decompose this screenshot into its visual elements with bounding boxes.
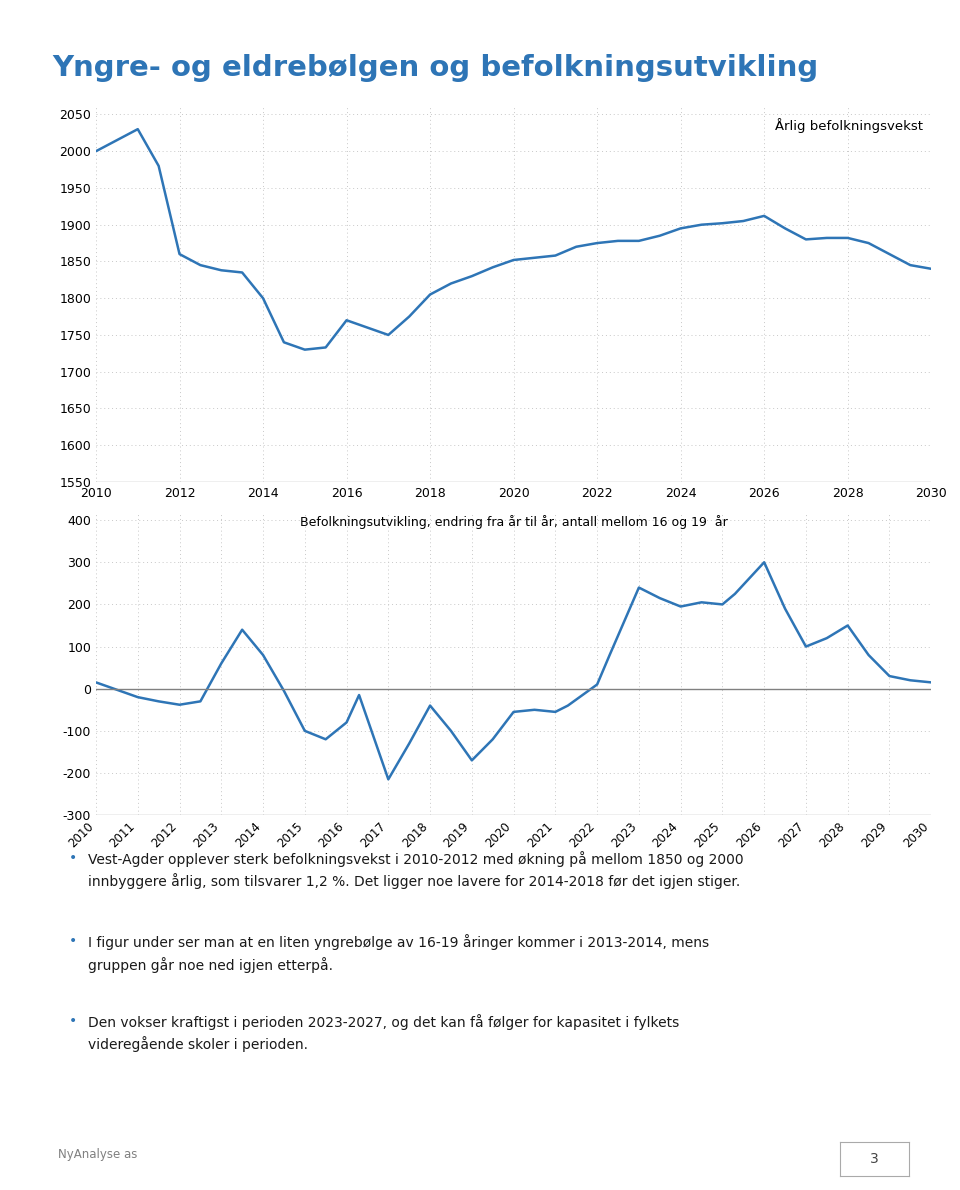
Text: Yngre- og eldrebølgen og befolkningsutvikling: Yngre- og eldrebølgen og befolkningsutvi… (53, 54, 819, 82)
Text: 3: 3 (870, 1152, 879, 1166)
Text: •: • (69, 1014, 78, 1028)
Text: Den vokser kraftigst i perioden 2023-2027, og det kan få følger for kapasitet i : Den vokser kraftigst i perioden 2023-202… (88, 1014, 680, 1052)
Text: Vest-Agder opplever sterk befolkningsvekst i 2010-2012 med økning på mellom 1850: Vest-Agder opplever sterk befolkningsvek… (88, 851, 744, 889)
Text: I figur under ser man at en liten yngrebølge av 16-19 åringer kommer i 2013-2014: I figur under ser man at en liten yngreb… (88, 934, 709, 972)
Text: NyAnalyse as: NyAnalyse as (58, 1148, 137, 1161)
Text: Befolkningsutvikling, endring fra år til år, antall mellom 16 og 19  år: Befolkningsutvikling, endring fra år til… (300, 515, 728, 528)
Text: Årlig befolkningsvekst: Årlig befolkningsvekst (775, 118, 923, 133)
Text: •: • (69, 934, 78, 948)
Text: •: • (69, 851, 78, 865)
